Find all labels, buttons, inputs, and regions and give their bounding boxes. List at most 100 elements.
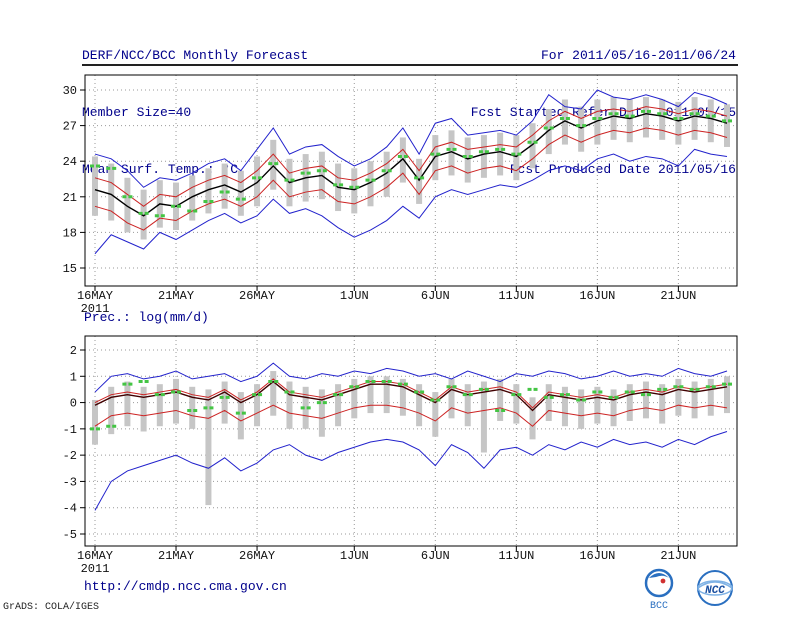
ensemble-spread	[432, 392, 439, 437]
ensemble-spread	[383, 151, 390, 197]
ensemble-spread	[399, 378, 406, 416]
x-tick-label: 16JUN	[579, 289, 615, 303]
prec-chart-label: Prec.: log(mm/d)	[84, 310, 209, 325]
ensemble-spread	[659, 99, 666, 140]
ensemble-spread	[173, 378, 180, 424]
page-title: DERF/NCC/BCC Monthly Forecast	[82, 48, 309, 63]
x-tick-label: 11JUN	[498, 549, 534, 563]
x-tick-label: 1JUN	[340, 549, 369, 563]
y-tick-label: 30	[63, 84, 77, 98]
x-tick-label: 1JUN	[340, 289, 369, 303]
member-size-label: Member Size=40	[82, 105, 192, 120]
ensemble-spread	[270, 139, 277, 190]
ncc-logo-ribbon	[697, 581, 733, 589]
bcc-logo: BCC	[644, 568, 674, 612]
y-tick-label: -1	[63, 423, 77, 437]
series-lower-quartile	[94, 404, 728, 427]
ensemble-spread	[270, 371, 277, 416]
ensemble-spread	[205, 389, 212, 506]
y-tick-label: 2	[70, 344, 77, 358]
ensemble-spread	[724, 104, 730, 147]
x-year-label: 2011	[81, 562, 110, 576]
ensemble-spread	[205, 168, 212, 214]
series-ensemble-mean	[94, 380, 728, 412]
x-tick-label: 21MAY	[158, 289, 194, 303]
y-tick-label: 1	[70, 370, 77, 384]
series-ensemble-max	[94, 89, 728, 188]
series-ensemble-mean	[94, 113, 728, 217]
ensemble-spread	[335, 384, 342, 427]
ensemble-spread	[221, 163, 228, 209]
y-tick-label: 0	[70, 397, 77, 411]
ensemble-spread	[416, 384, 423, 427]
x-tick-label: 16MAY	[77, 549, 113, 563]
ensemble-spread	[286, 381, 293, 429]
series-upper-quartile	[94, 106, 728, 207]
series-ensemble-max	[94, 362, 728, 393]
ensemble-spread	[108, 163, 115, 221]
ensemble-spread	[529, 397, 536, 440]
ensemble-spread	[480, 381, 487, 453]
ensemble-spread	[561, 99, 568, 145]
ensemble-spread	[659, 384, 666, 424]
ensemble-spread	[675, 101, 682, 145]
forecast-range-label: For 2011/05/16-2011/06/24	[540, 48, 736, 63]
bcc-logo-swirl	[649, 573, 669, 578]
series-ensemble-min	[94, 431, 728, 511]
ensemble-spread	[578, 106, 585, 152]
x-tick-label: 21JUN	[660, 549, 696, 563]
x-tick-label: 6JUN	[421, 289, 450, 303]
ensemble-spread	[545, 108, 552, 155]
ensemble-spread	[156, 384, 163, 427]
bcc-logo-dot	[660, 578, 666, 584]
y-tick-label: 21	[63, 191, 77, 205]
ensemble-spread	[513, 384, 520, 424]
y-tick-label: 27	[63, 120, 77, 134]
ensemble-spread	[221, 381, 228, 424]
series-ensemble-min	[94, 148, 728, 255]
ensemble-spread	[189, 386, 196, 429]
plot-frame	[84, 335, 738, 547]
ensemble-spread	[254, 384, 261, 427]
plot-frame	[84, 74, 738, 287]
ensemble-spread	[626, 99, 633, 143]
x-tick-label: 21JUN	[660, 289, 696, 303]
grads-credit: GrADS: COLA/IGES	[3, 602, 100, 613]
ensemble-spread	[464, 384, 471, 427]
x-tick-label: 26MAY	[239, 549, 275, 563]
ensemble-spread	[254, 156, 261, 207]
ensemble-spread	[399, 137, 406, 183]
ensemble-spread	[529, 123, 536, 169]
ensemble-spread	[124, 177, 131, 233]
bcc-logo-text: BCC	[650, 601, 668, 612]
ensemble-spread	[140, 189, 147, 240]
ensemble-spread	[367, 376, 374, 414]
ensemble-spread	[724, 376, 730, 414]
ensemble-spread	[642, 381, 649, 419]
y-tick-label: 24	[63, 155, 77, 169]
ensemble-spread	[707, 99, 714, 143]
ensemble-spread	[480, 135, 487, 178]
y-tick-label: -5	[63, 528, 77, 542]
ensemble-spread	[691, 97, 698, 140]
ensemble-spread	[302, 386, 309, 429]
ensemble-spread	[189, 175, 196, 221]
ensemble-spread	[610, 389, 617, 427]
ensemble-spread	[383, 376, 390, 414]
ensemble-spread	[561, 386, 568, 427]
ensemble-spread	[237, 392, 244, 440]
ensemble-spread	[513, 135, 520, 181]
ensemble-spread	[578, 389, 585, 429]
ensemble-spread	[351, 378, 358, 419]
ensemble-spread	[594, 99, 601, 145]
ensemble-spread	[92, 399, 98, 445]
ensemble-spread	[92, 156, 98, 216]
y-tick-label: -2	[63, 449, 77, 463]
x-year-label: 2011	[81, 302, 110, 316]
ensemble-spread	[626, 384, 633, 421]
series-upper-quartile	[94, 378, 728, 409]
ensemble-spread	[318, 389, 325, 437]
bcc-logo-ring	[644, 568, 674, 598]
ensemble-spread	[610, 97, 617, 140]
